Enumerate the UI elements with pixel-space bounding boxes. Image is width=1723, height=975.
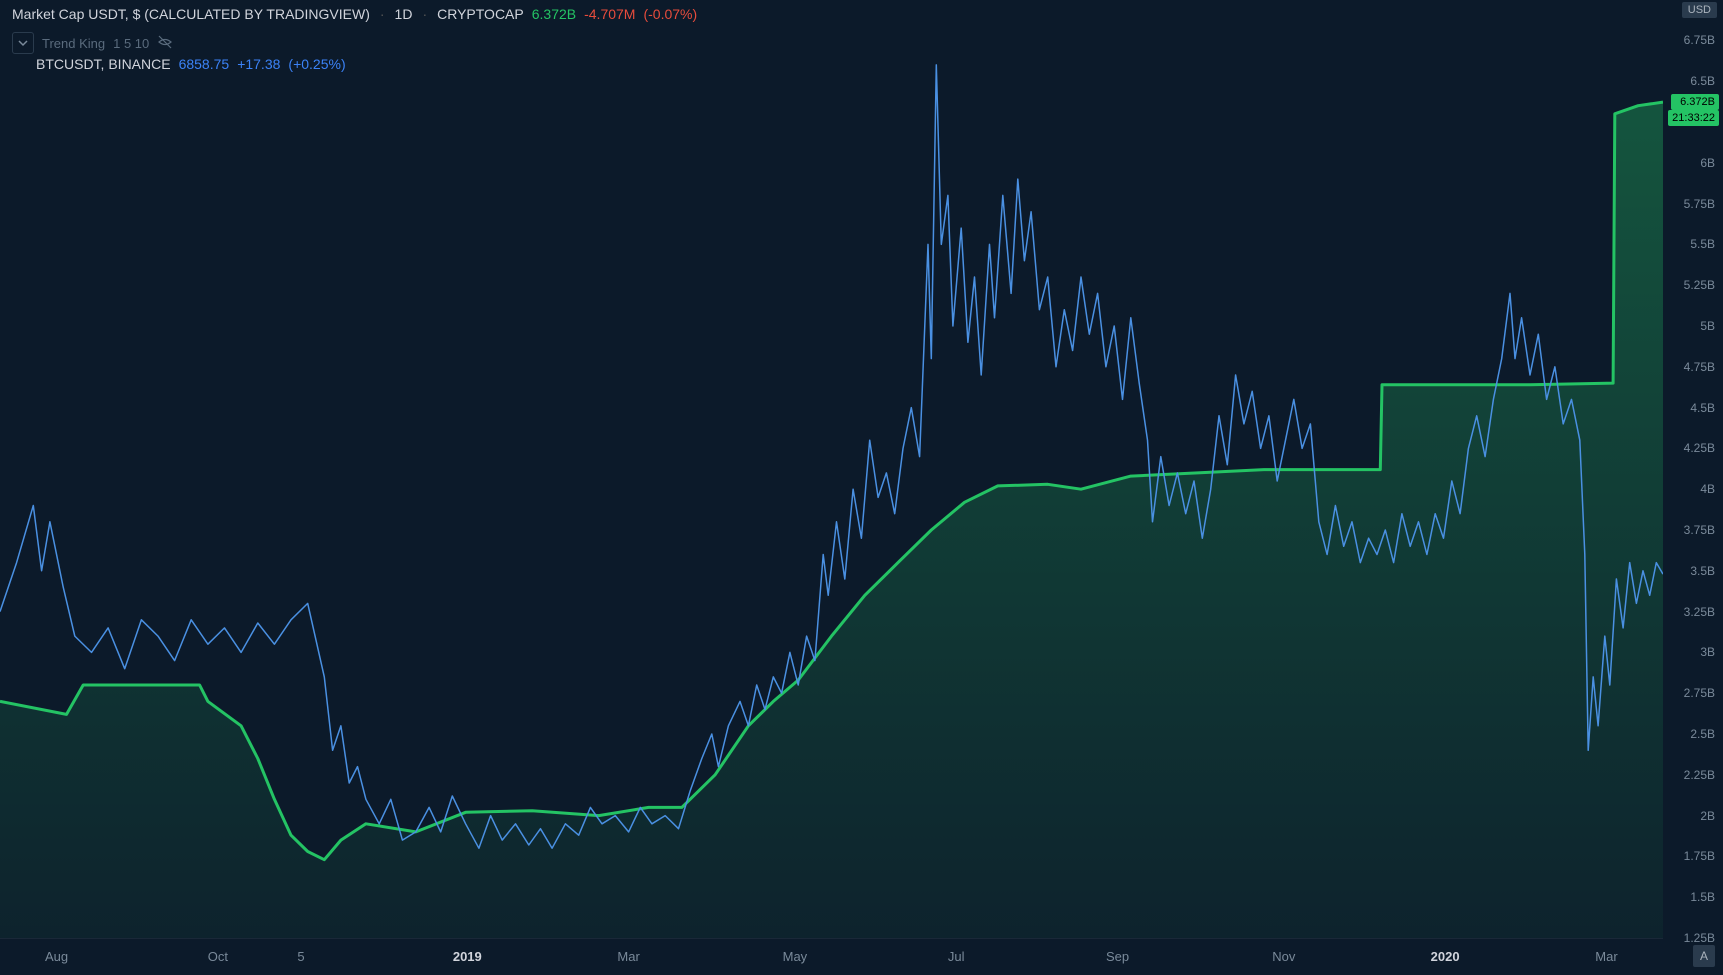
x-tick-label: Mar: [1595, 949, 1617, 964]
indicator-expand-button[interactable]: [12, 32, 34, 54]
interval-label[interactable]: 1D: [395, 6, 413, 22]
x-tick-label: Sep: [1106, 949, 1129, 964]
y-tick-label: 3.5B: [1690, 564, 1715, 578]
y-tick-label: 2.5B: [1690, 727, 1715, 741]
change-pct: (-0.07%): [643, 6, 697, 22]
x-tick-label: Oct: [208, 949, 228, 964]
y-tick-label: 3.75B: [1684, 523, 1715, 537]
y-axis[interactable]: USD 6.75B6.5B6.25B6B5.75B5.5B5.25B5B4.75…: [1663, 0, 1723, 938]
exchange-label: CRYPTOCAP: [437, 6, 524, 22]
compare-row: BTCUSDT, BINANCE 6858.75 +17.38 (+0.25%): [36, 56, 346, 72]
y-tick-label: 5.25B: [1684, 278, 1715, 292]
indicator-name[interactable]: Trend King: [42, 36, 105, 51]
y-tick-label: 2.75B: [1684, 686, 1715, 700]
countdown-badge: 21:33:22: [1668, 110, 1719, 126]
symbol-name[interactable]: Market Cap USDT, $ (CALCULATED BY TRADIN…: [12, 6, 370, 22]
y-tick-label: 5.75B: [1684, 197, 1715, 211]
change-value: -4.707M: [584, 6, 635, 22]
green-area-fill: [0, 102, 1663, 938]
compare-change-pct: (+0.25%): [288, 56, 345, 72]
y-tick-label: 1.75B: [1684, 849, 1715, 863]
x-axis[interactable]: Aug Oct 5 2019 Mar May Jul Sep Nov 2020 Mar: [0, 938, 1663, 975]
price-badge: 6.372B: [1671, 94, 1719, 110]
y-tick-label: 1.5B: [1690, 890, 1715, 904]
y-tick-label: 4B: [1700, 482, 1715, 496]
y-tick-label: 5B: [1700, 319, 1715, 333]
y-tick-label: 3B: [1700, 645, 1715, 659]
chevron-down-icon: [18, 38, 28, 48]
chart-plot[interactable]: [0, 0, 1663, 938]
separator-dot: ·: [422, 6, 427, 22]
x-tick-label: Mar: [617, 949, 639, 964]
visibility-toggle-icon[interactable]: [157, 34, 173, 53]
y-tick-label: 4.5B: [1690, 401, 1715, 415]
y-tick-label: 4.25B: [1684, 441, 1715, 455]
y-tick-label: 6.75B: [1684, 33, 1715, 47]
compare-last: 6858.75: [179, 56, 230, 72]
y-tick-label: 5.5B: [1690, 237, 1715, 251]
x-tick-label: 5: [297, 949, 304, 964]
x-tick-label: Jul: [948, 949, 965, 964]
compare-change: +17.38: [237, 56, 280, 72]
indicator-row: Trend King 1 5 10: [12, 32, 173, 54]
last-value: 6.372B: [532, 6, 576, 22]
currency-badge[interactable]: USD: [1682, 2, 1717, 18]
y-tick-label: 1.25B: [1684, 931, 1715, 945]
x-tick-label: May: [783, 949, 808, 964]
auto-scale-button[interactable]: A: [1693, 945, 1715, 967]
x-tick-label: 2019: [453, 949, 482, 964]
x-tick-label: 2020: [1431, 949, 1460, 964]
y-tick-label: 2.25B: [1684, 768, 1715, 782]
compare-symbol[interactable]: BTCUSDT, BINANCE: [36, 56, 171, 72]
y-tick-label: 6.5B: [1690, 74, 1715, 88]
x-tick-label: Aug: [45, 949, 68, 964]
y-tick-label: 2B: [1700, 809, 1715, 823]
chart-header: Market Cap USDT, $ (CALCULATED BY TRADIN…: [12, 6, 697, 22]
y-tick-label: 3.25B: [1684, 605, 1715, 619]
separator-dot: ·: [380, 6, 385, 22]
indicator-params: 1 5 10: [113, 36, 149, 51]
y-tick-label: 6B: [1700, 156, 1715, 170]
y-tick-label: 4.75B: [1684, 360, 1715, 374]
x-tick-label: Nov: [1272, 949, 1295, 964]
